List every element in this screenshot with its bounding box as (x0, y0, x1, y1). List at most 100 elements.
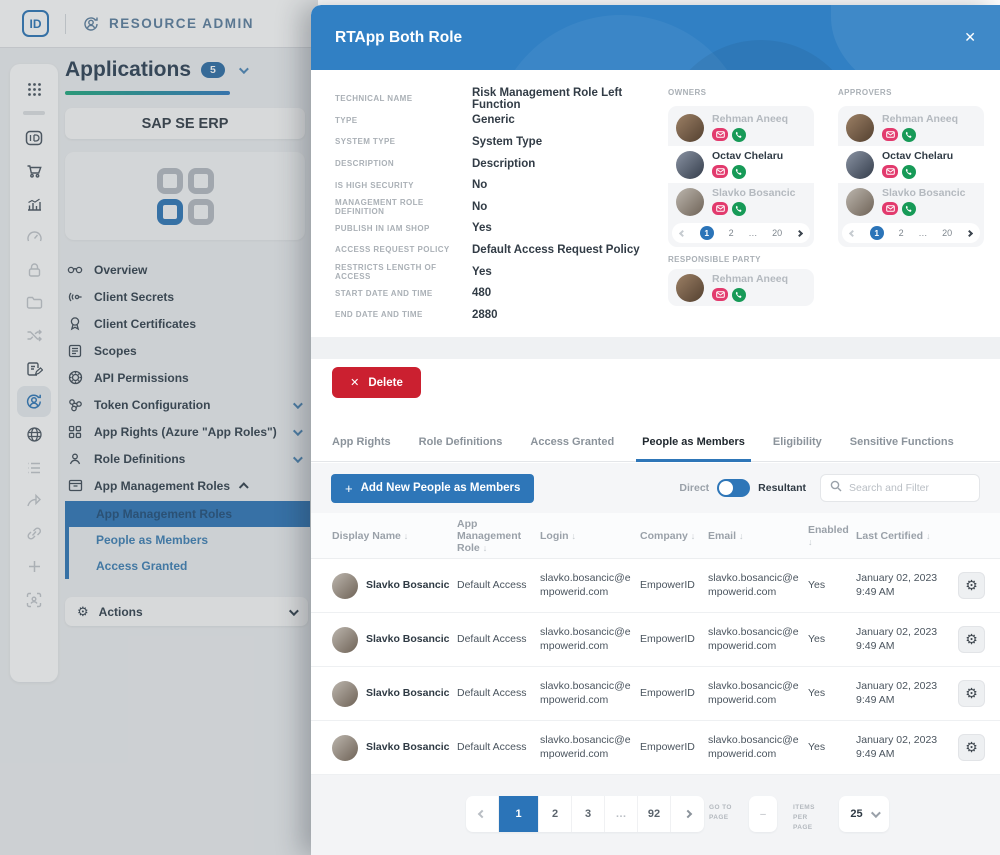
page-1[interactable]: 1 (699, 226, 714, 241)
plus-icon[interactable] (17, 551, 51, 582)
person-row[interactable]: Slavko Bosancic (668, 183, 814, 220)
sidebar-item-client-certificates[interactable]: Client Certificates (65, 310, 310, 337)
id-badge-icon[interactable] (17, 122, 51, 153)
face-scan-icon[interactable] (17, 584, 51, 615)
tab-sensitive-functions[interactable]: Sensitive Functions (849, 436, 954, 448)
add-people-button[interactable]: + Add New People as Members (331, 473, 535, 503)
person-sync-icon[interactable] (17, 386, 51, 417)
items-per-page-select[interactable]: 25 (839, 796, 889, 832)
tab-app-rights[interactable]: App Rights (332, 436, 391, 448)
sidebar-item-overview[interactable]: Overview (65, 256, 310, 283)
folder-icon[interactable] (17, 287, 51, 318)
goto-page-input[interactable]: – (749, 796, 777, 832)
phone-icon[interactable] (902, 165, 916, 180)
selected-application[interactable]: SAP SE ERP (65, 108, 305, 139)
members-toolbar: + Add New People as Members Direct Resul… (311, 463, 1000, 513)
page-button-2[interactable]: 2 (539, 796, 572, 832)
submenu-item-app-management-roles[interactable]: App Management Roles (69, 501, 310, 527)
row-settings-button[interactable]: ⚙ (958, 734, 985, 761)
accent-underline (65, 91, 230, 95)
row-settings-button[interactable]: ⚙ (958, 626, 985, 653)
person-row[interactable]: Rehman Aneeq (668, 109, 814, 146)
phone-icon[interactable] (732, 165, 746, 180)
sidebar-group-app-management-roles[interactable]: App Management Roles (65, 472, 310, 499)
email-icon[interactable] (882, 128, 898, 142)
tab-people-as-members[interactable]: People as Members (636, 436, 751, 462)
gauge-icon[interactable] (17, 221, 51, 252)
tab-access-granted[interactable]: Access Granted (530, 436, 615, 448)
page-2[interactable]: 2 (898, 228, 904, 239)
detail-value: 2880 (472, 308, 498, 321)
direct-label: Direct (679, 482, 710, 494)
detail-label: DESCRIPTION (335, 159, 395, 169)
submenu-item-access-granted[interactable]: Access Granted (69, 553, 310, 579)
page-button-92[interactable]: 92 (638, 796, 671, 832)
phone-icon[interactable] (732, 288, 746, 303)
person-row[interactable]: Rehman Aneeq (838, 109, 984, 146)
phone-icon[interactable] (732, 202, 746, 217)
document-edit-icon[interactable] (17, 353, 51, 384)
page-last[interactable]: 20 (942, 228, 953, 239)
responsible-party-card[interactable]: Rehman Aneeq (668, 269, 814, 307)
page-last[interactable]: 20 (772, 228, 783, 239)
shuffle-icon[interactable] (17, 320, 51, 351)
submenu-item-label: Access Granted (96, 559, 188, 573)
lock-icon[interactable] (17, 254, 51, 285)
table-row[interactable]: Slavko Bosancic Default Access slavko.bo… (311, 667, 1000, 721)
list-icon[interactable] (17, 452, 51, 483)
sidebar-item-client-secrets[interactable]: Client Secrets (65, 283, 310, 310)
sidebar-item-api-permissions[interactable]: API Permissions (65, 364, 310, 391)
next-page-button[interactable] (671, 796, 704, 832)
person-row[interactable]: Slavko Bosancic (838, 183, 984, 220)
email-icon[interactable] (712, 202, 728, 216)
phone-icon[interactable] (732, 128, 746, 143)
prev-page-icon[interactable] (678, 229, 687, 237)
person-row[interactable]: Octav Chelaru (668, 146, 814, 184)
tab-role-definitions[interactable]: Role Definitions (418, 436, 503, 448)
chart-icon[interactable] (17, 188, 51, 219)
page-button-3[interactable]: 3 (572, 796, 605, 832)
avatar (676, 113, 704, 142)
tab-eligibility[interactable]: Eligibility (772, 436, 822, 448)
email-icon[interactable] (712, 165, 728, 179)
person-row[interactable]: Octav Chelaru (838, 146, 984, 184)
email-icon[interactable] (882, 202, 898, 216)
email-icon[interactable] (712, 128, 728, 142)
row-settings-button[interactable]: ⚙ (958, 572, 985, 599)
empowerid-logo[interactable]: ID (22, 10, 49, 37)
next-page-icon[interactable] (965, 229, 973, 237)
table-row[interactable]: Slavko Bosancic Default Access slavko.bo… (311, 721, 1000, 775)
search-input[interactable] (849, 482, 959, 494)
page-button-1[interactable]: 1 (499, 796, 539, 832)
search-filter[interactable] (820, 474, 980, 502)
page-1[interactable]: 1 (869, 226, 884, 241)
page-2[interactable]: 2 (728, 228, 734, 239)
actions-dropdown[interactable]: ⚙ Actions (65, 597, 308, 626)
close-icon[interactable]: ✕ (964, 29, 976, 45)
client-secrets-icon (67, 290, 83, 304)
row-settings-button[interactable]: ⚙ (958, 680, 985, 707)
link-icon[interactable] (17, 518, 51, 549)
prev-page-button[interactable] (466, 796, 499, 832)
table-row[interactable]: Slavko Bosancic Default Access slavko.bo… (311, 613, 1000, 667)
submenu-item-people-as-members[interactable]: People as Members (69, 527, 310, 553)
globe-icon[interactable] (17, 419, 51, 450)
table-row[interactable]: Slavko Bosancic Default Access slavko.bo… (311, 559, 1000, 613)
phone-icon[interactable] (902, 202, 916, 217)
delete-button[interactable]: ✕ Delete (332, 367, 421, 398)
sidebar-item-app-rights[interactable]: App Rights (Azure "App Roles") (65, 418, 310, 445)
sidebar-item-scopes[interactable]: Scopes (65, 337, 310, 364)
prev-page-icon[interactable] (848, 229, 857, 237)
chevron-down-icon[interactable] (238, 63, 249, 74)
direct-resultant-toggle[interactable] (717, 479, 751, 497)
email-icon[interactable] (712, 288, 728, 302)
share-icon[interactable] (17, 485, 51, 516)
grid-icon[interactable] (17, 74, 51, 105)
sidebar-item-role-definitions[interactable]: Role Definitions (65, 445, 310, 472)
next-page-icon[interactable] (795, 229, 803, 237)
sidebar-item-token-configuration[interactable]: Token Configuration (65, 391, 310, 418)
resource-admin-icon (82, 15, 100, 33)
cart-icon[interactable] (17, 155, 51, 186)
email-icon[interactable] (882, 165, 898, 179)
phone-icon[interactable] (902, 128, 916, 143)
